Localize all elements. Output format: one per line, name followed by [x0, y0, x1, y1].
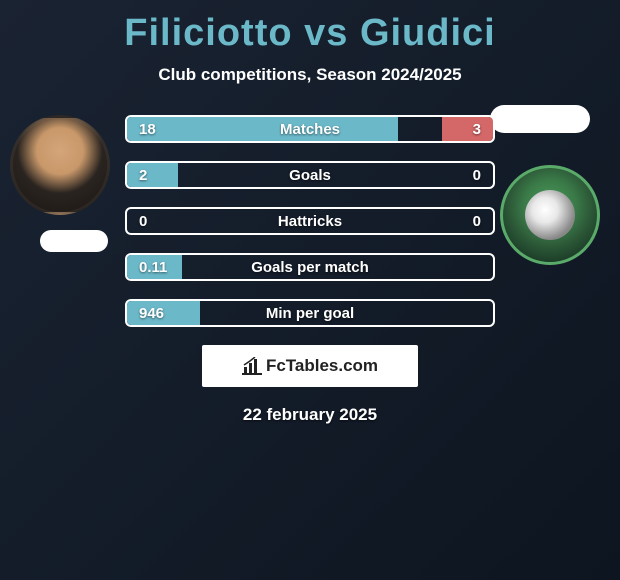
stat-row-hattricks: 0 Hattricks 0 — [125, 207, 495, 235]
stat-label: Min per goal — [127, 305, 493, 322]
stat-label: Goals — [127, 167, 493, 184]
stat-value-right: 3 — [473, 121, 481, 138]
player-left-flag-pill — [40, 230, 108, 252]
stat-row-goals: 2 Goals 0 — [125, 161, 495, 189]
stat-value-right: 0 — [473, 213, 481, 230]
player-left-avatar — [10, 115, 110, 215]
footer-date: 22 february 2025 — [0, 405, 620, 425]
stat-row-min-per-goal: 946 Min per goal — [125, 299, 495, 327]
stat-label: Goals per match — [127, 259, 493, 276]
player-right-flag-pill — [490, 105, 590, 133]
brand-watermark: FcTables.com — [202, 345, 418, 387]
stat-label: Hattricks — [127, 213, 493, 230]
page-subtitle: Club competitions, Season 2024/2025 — [0, 65, 620, 85]
comparison-content: 18 Matches 3 2 Goals 0 0 Hattricks 0 0.1… — [0, 115, 620, 425]
brand-text: FcTables.com — [266, 356, 378, 376]
stat-label: Matches — [127, 121, 493, 138]
chart-icon — [242, 357, 262, 375]
club-badge-ball-icon — [525, 190, 575, 240]
stat-value-right: 0 — [473, 167, 481, 184]
player-right-club-badge — [500, 165, 600, 265]
stats-list: 18 Matches 3 2 Goals 0 0 Hattricks 0 0.1… — [125, 115, 495, 327]
stat-row-matches: 18 Matches 3 — [125, 115, 495, 143]
page-title: Filiciotto vs Giudici — [0, 0, 620, 55]
stat-row-goals-per-match: 0.11 Goals per match — [125, 253, 495, 281]
